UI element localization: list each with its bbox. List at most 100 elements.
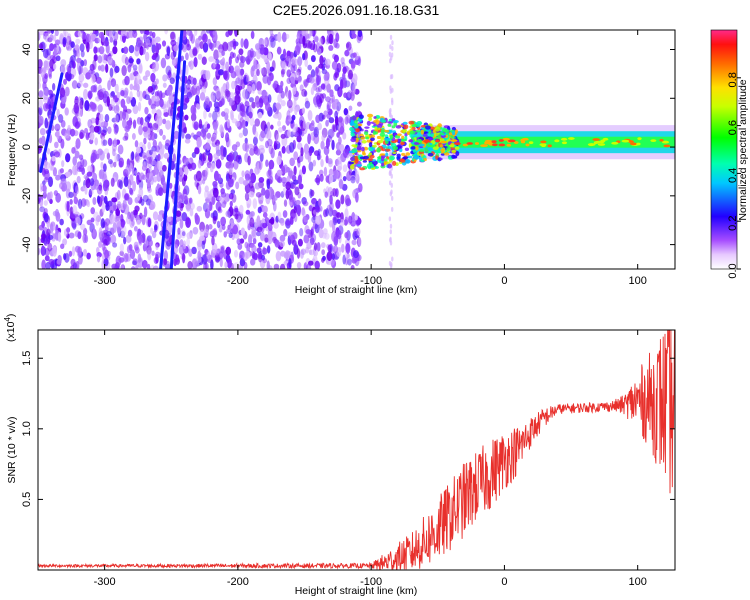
spectrogram-noise-blob	[206, 201, 210, 212]
band-turbulence	[350, 156, 355, 162]
spectrogram-noise-blob	[297, 174, 303, 186]
spectrogram-noise-blob	[251, 101, 256, 109]
spectrogram-noise-blob	[351, 33, 357, 39]
band-hotspot	[520, 140, 526, 144]
band-hotspot	[462, 143, 469, 147]
band-turbulence	[435, 126, 441, 132]
spectrogram-noise-blob	[152, 176, 158, 183]
spectrogram-noise-blob	[322, 255, 326, 261]
spectrogram-faint-line	[389, 169, 392, 175]
band-hotspot	[560, 137, 568, 141]
spectrogram-noise-blob	[192, 226, 199, 235]
spectrogram-noise-blob	[192, 46, 198, 57]
spectrogram-noise-blob	[241, 119, 246, 129]
spectrogram-noise-blob	[304, 151, 310, 160]
spectrogram-noise-blob	[191, 151, 197, 159]
spectrogram-noise-blob	[137, 116, 141, 123]
spectrogram-noise-blob	[151, 230, 157, 239]
spectrogram-noise-blob	[279, 234, 286, 242]
spectrogram-noise-blob	[313, 126, 319, 138]
band-hotspot	[502, 137, 511, 141]
spectrogram-noise-blob	[212, 110, 218, 122]
spectrogram-noise-blob	[147, 86, 154, 93]
spectrogram-noise-blob	[272, 200, 277, 212]
spectrogram-noise-blob	[74, 245, 81, 253]
spectrogram-noise-blob	[38, 59, 43, 69]
spectrogram-noise-blob	[66, 227, 71, 233]
spectrogram-noise-blob	[310, 55, 316, 63]
spectrogram-noise-blob	[184, 158, 189, 164]
spectrogram-noise-blob	[111, 197, 118, 203]
spectrogram-noise-blob	[165, 65, 172, 76]
spectrogram-noise-blob	[235, 181, 240, 190]
band-hotspot	[659, 138, 664, 142]
spectrogram-noise-blob	[145, 132, 151, 139]
band-turbulence	[418, 143, 425, 147]
spectrogram-noise-blob	[142, 194, 149, 203]
spectrogram-x-tick-label: -200	[227, 275, 249, 287]
band-turbulence	[386, 138, 391, 142]
spectrogram-noise-blob	[213, 59, 217, 69]
spectrogram-noise-blob	[128, 58, 134, 64]
spectrogram-noise-blob	[257, 206, 262, 214]
spectrogram-noise-blob	[252, 136, 258, 146]
spectrogram-noise-blob	[351, 239, 357, 246]
spectrogram-noise-blob	[246, 74, 250, 83]
spectrogram-noise-blob	[347, 258, 352, 266]
spectrogram-noise-blob	[185, 133, 192, 140]
spectrogram-noise-blob	[78, 254, 83, 265]
band-turbulence	[376, 147, 381, 153]
spectrogram-noise-blob	[344, 231, 349, 239]
spectrogram-noise-blob	[44, 213, 49, 223]
spectrogram-noise-blob	[45, 103, 49, 109]
spectrogram-noise-blob	[264, 128, 269, 139]
band-hotspot	[637, 137, 642, 141]
spectrogram-noise-blob	[112, 30, 116, 37]
spectrogram-noise-blob	[318, 228, 324, 239]
spectrogram-noise-blob	[186, 30, 193, 36]
spectrogram-noise-blob	[186, 83, 191, 90]
spectrogram-noise-blob	[236, 238, 241, 245]
spectrogram-noise-blob	[225, 81, 230, 91]
spectrogram-noise-blob	[274, 239, 280, 248]
spectrogram-noise-blob	[42, 81, 47, 91]
snr-y-label: SNR (10 * v/v)	[6, 416, 18, 483]
spectrogram-noise-blob	[347, 90, 352, 99]
spectrogram-noise-blob	[348, 69, 354, 80]
spectrogram-noise-blob	[90, 101, 97, 112]
band-turbulence	[370, 163, 374, 169]
spectrogram-noise-blob	[204, 127, 209, 133]
spectrogram-noise-blob	[217, 48, 224, 58]
spectrogram-noise-blob	[311, 216, 316, 224]
spectrogram-noise-blob	[184, 114, 189, 121]
spectrogram-noise-blob	[178, 245, 185, 255]
spectrogram-noise-blob	[245, 209, 251, 215]
spectrogram-noise-blob	[52, 63, 57, 70]
spectrogram-noise-blob	[63, 78, 68, 85]
spectrogram-noise-blob	[38, 106, 43, 116]
spectrogram-noise-blob	[76, 57, 82, 64]
spectrogram-noise-blob	[342, 254, 346, 265]
spectrogram-noise-blob	[75, 138, 81, 149]
spectrogram-faint-line	[388, 109, 392, 115]
spectrogram-noise-blob	[97, 55, 103, 64]
spectrogram-noise-blob	[67, 124, 71, 131]
spectrogram-noise-blob	[152, 45, 158, 53]
spectrogram-noise-blob	[254, 43, 261, 51]
spectrogram-noise-blob	[177, 227, 181, 235]
spectrogram-noise-blob	[279, 263, 286, 269]
band-turbulence	[380, 137, 385, 141]
band-hotspot	[592, 138, 600, 141]
spectrogram-noise-blob	[212, 30, 218, 36]
spectrogram-faint-line	[388, 260, 392, 266]
spectrogram-noise-blob	[230, 189, 236, 195]
spectrogram-noise-blob	[93, 125, 100, 133]
spectrogram-noise-blob	[327, 158, 333, 165]
spectrogram-noise-blob	[352, 250, 359, 258]
spectrogram-noise-blob	[110, 90, 115, 97]
spectrogram-noise-blob	[96, 252, 102, 258]
spectrogram-noise-blob	[338, 178, 344, 190]
spectrogram-noise-blob	[288, 89, 292, 101]
band-turbulence	[455, 151, 460, 157]
spectrogram-noise-blob	[113, 125, 119, 135]
